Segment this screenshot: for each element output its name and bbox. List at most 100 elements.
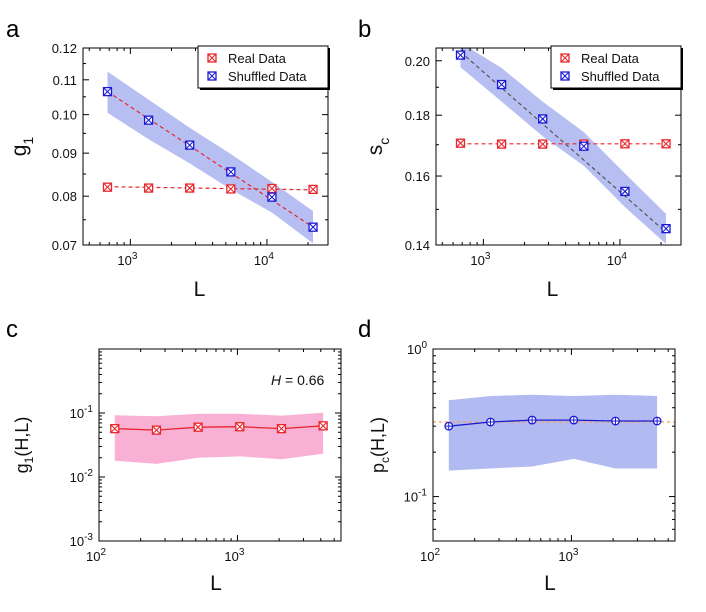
- confidence-band-shuffled: [107, 71, 313, 244]
- plot-area: [433, 394, 675, 471]
- data-point: [226, 184, 236, 194]
- y-tick-label: 0.10: [52, 108, 77, 123]
- data-point: [193, 422, 203, 432]
- data-point: [579, 141, 589, 151]
- y-tick-label: 0.08: [52, 189, 77, 204]
- fit-line: [107, 91, 314, 228]
- data-point: [496, 79, 507, 90]
- data-point: [226, 167, 236, 177]
- data-point: [151, 425, 162, 435]
- data-point: [143, 183, 154, 193]
- y-tick-label: 0.14: [405, 238, 430, 253]
- data-point: [527, 415, 537, 425]
- confidence-band: [114, 412, 324, 464]
- data-point: [102, 182, 113, 192]
- x-axis-label: L: [547, 278, 559, 301]
- data-point: [661, 139, 671, 149]
- panel-a-letter: a: [6, 16, 20, 43]
- data-point: [652, 416, 662, 426]
- x-axis-label: L: [210, 572, 222, 595]
- legend-marker: [207, 53, 217, 63]
- y-tick-label: 0.09: [52, 146, 77, 161]
- data-point: [611, 416, 620, 426]
- plot-frame: [432, 348, 676, 542]
- data-point: [102, 86, 113, 97]
- panel-c-letter: c: [6, 316, 18, 343]
- y-tick-label: 10-1: [404, 488, 428, 505]
- data-point: [620, 139, 630, 149]
- y-tick-label: 100: [407, 340, 427, 357]
- plot-area: [102, 71, 318, 244]
- series-line: [114, 425, 324, 431]
- data-point: [444, 421, 454, 431]
- y-tick-label: 0.18: [405, 108, 430, 123]
- x-tick-label: 102: [86, 547, 106, 564]
- data-point: [318, 421, 328, 431]
- legend: Real Data Shuffled Data: [197, 45, 330, 90]
- fit-line: [107, 186, 314, 191]
- data-point: [308, 184, 318, 195]
- data-point: [455, 138, 466, 148]
- data-point: [267, 183, 277, 194]
- confidence-band-shuffled: [460, 48, 666, 244]
- y-tick-label: 10-3: [70, 532, 94, 549]
- data-point: [185, 140, 195, 150]
- data-point: [455, 50, 466, 60]
- data-point: [143, 115, 154, 125]
- data-point: [110, 423, 120, 434]
- y-axis-label: g1(H,L): [12, 417, 36, 474]
- y-axis-label: pc(H,L): [368, 417, 392, 473]
- legend: Real Data Shuffled Data: [550, 45, 683, 90]
- data-point: [276, 423, 287, 434]
- x-axis-label: L: [194, 278, 206, 301]
- panel-d-letter: d: [358, 316, 371, 343]
- data-point: [569, 415, 579, 425]
- y-tick-label: 0.16: [405, 169, 430, 184]
- y-tick-label: 10-2: [70, 468, 94, 485]
- plot-area: [110, 412, 328, 464]
- data-point: [185, 183, 195, 193]
- x-tick-label: 103: [224, 547, 244, 564]
- y-tick-label: 0.11: [53, 73, 77, 88]
- data-point: [661, 224, 671, 234]
- panel-c-chart: 102 103 10-3 10-2 10-1 H = 0.66 Lg1(H,L): [12, 348, 342, 595]
- legend-box: [550, 45, 682, 89]
- data-point: [485, 417, 495, 427]
- x-tick-label: 102: [420, 547, 440, 564]
- data-point: [538, 139, 548, 149]
- series-line: [448, 419, 658, 427]
- fit-line: [460, 51, 667, 233]
- y-axis-label: sc: [364, 138, 392, 156]
- y-tick-label: 10-1: [70, 404, 94, 421]
- x-axis-label: L: [544, 572, 556, 595]
- x-tick-label: 103: [117, 251, 137, 268]
- confidence-band: [448, 394, 658, 471]
- data-point: [496, 139, 507, 149]
- legend-marker: [207, 71, 217, 81]
- data-point: [267, 192, 277, 202]
- panel-b-chart: 103 104 0.14 0.16 0.18 0.20 Real Data Shuffled …: [364, 45, 683, 301]
- data-point: [235, 422, 245, 432]
- legend-marker: [560, 53, 570, 63]
- data-point: [538, 114, 548, 124]
- x-tick-label: 103: [470, 251, 490, 268]
- x-tick-label: 104: [607, 251, 627, 268]
- legend-box: [197, 45, 329, 89]
- legend-marker: [560, 71, 570, 81]
- panel-b-letter: b: [358, 16, 371, 43]
- y-axis-label: g1: [8, 137, 36, 157]
- legend-label: Real Data: [581, 51, 640, 66]
- plot-area: [455, 48, 671, 244]
- y-tick-label: 0.07: [52, 238, 77, 253]
- x-tick-label: 103: [558, 547, 578, 564]
- panel-a-chart: 103 104 0.07 0.08 0.09 0.10 0.11 0.12 Real Data S…: [8, 41, 330, 301]
- legend-label: Shuffled Data: [581, 69, 660, 84]
- data-point: [308, 222, 318, 232]
- annotation-h-value: H = 0.66: [271, 372, 325, 388]
- y-tick-label: 0.20: [405, 54, 430, 69]
- y-tick-label: 0.12: [52, 41, 77, 56]
- panel-d-chart: 102 103 10-1 100 Lpc(H,L): [368, 340, 676, 595]
- legend-label: Shuffled Data: [228, 69, 307, 84]
- legend-label: Real Data: [228, 51, 287, 66]
